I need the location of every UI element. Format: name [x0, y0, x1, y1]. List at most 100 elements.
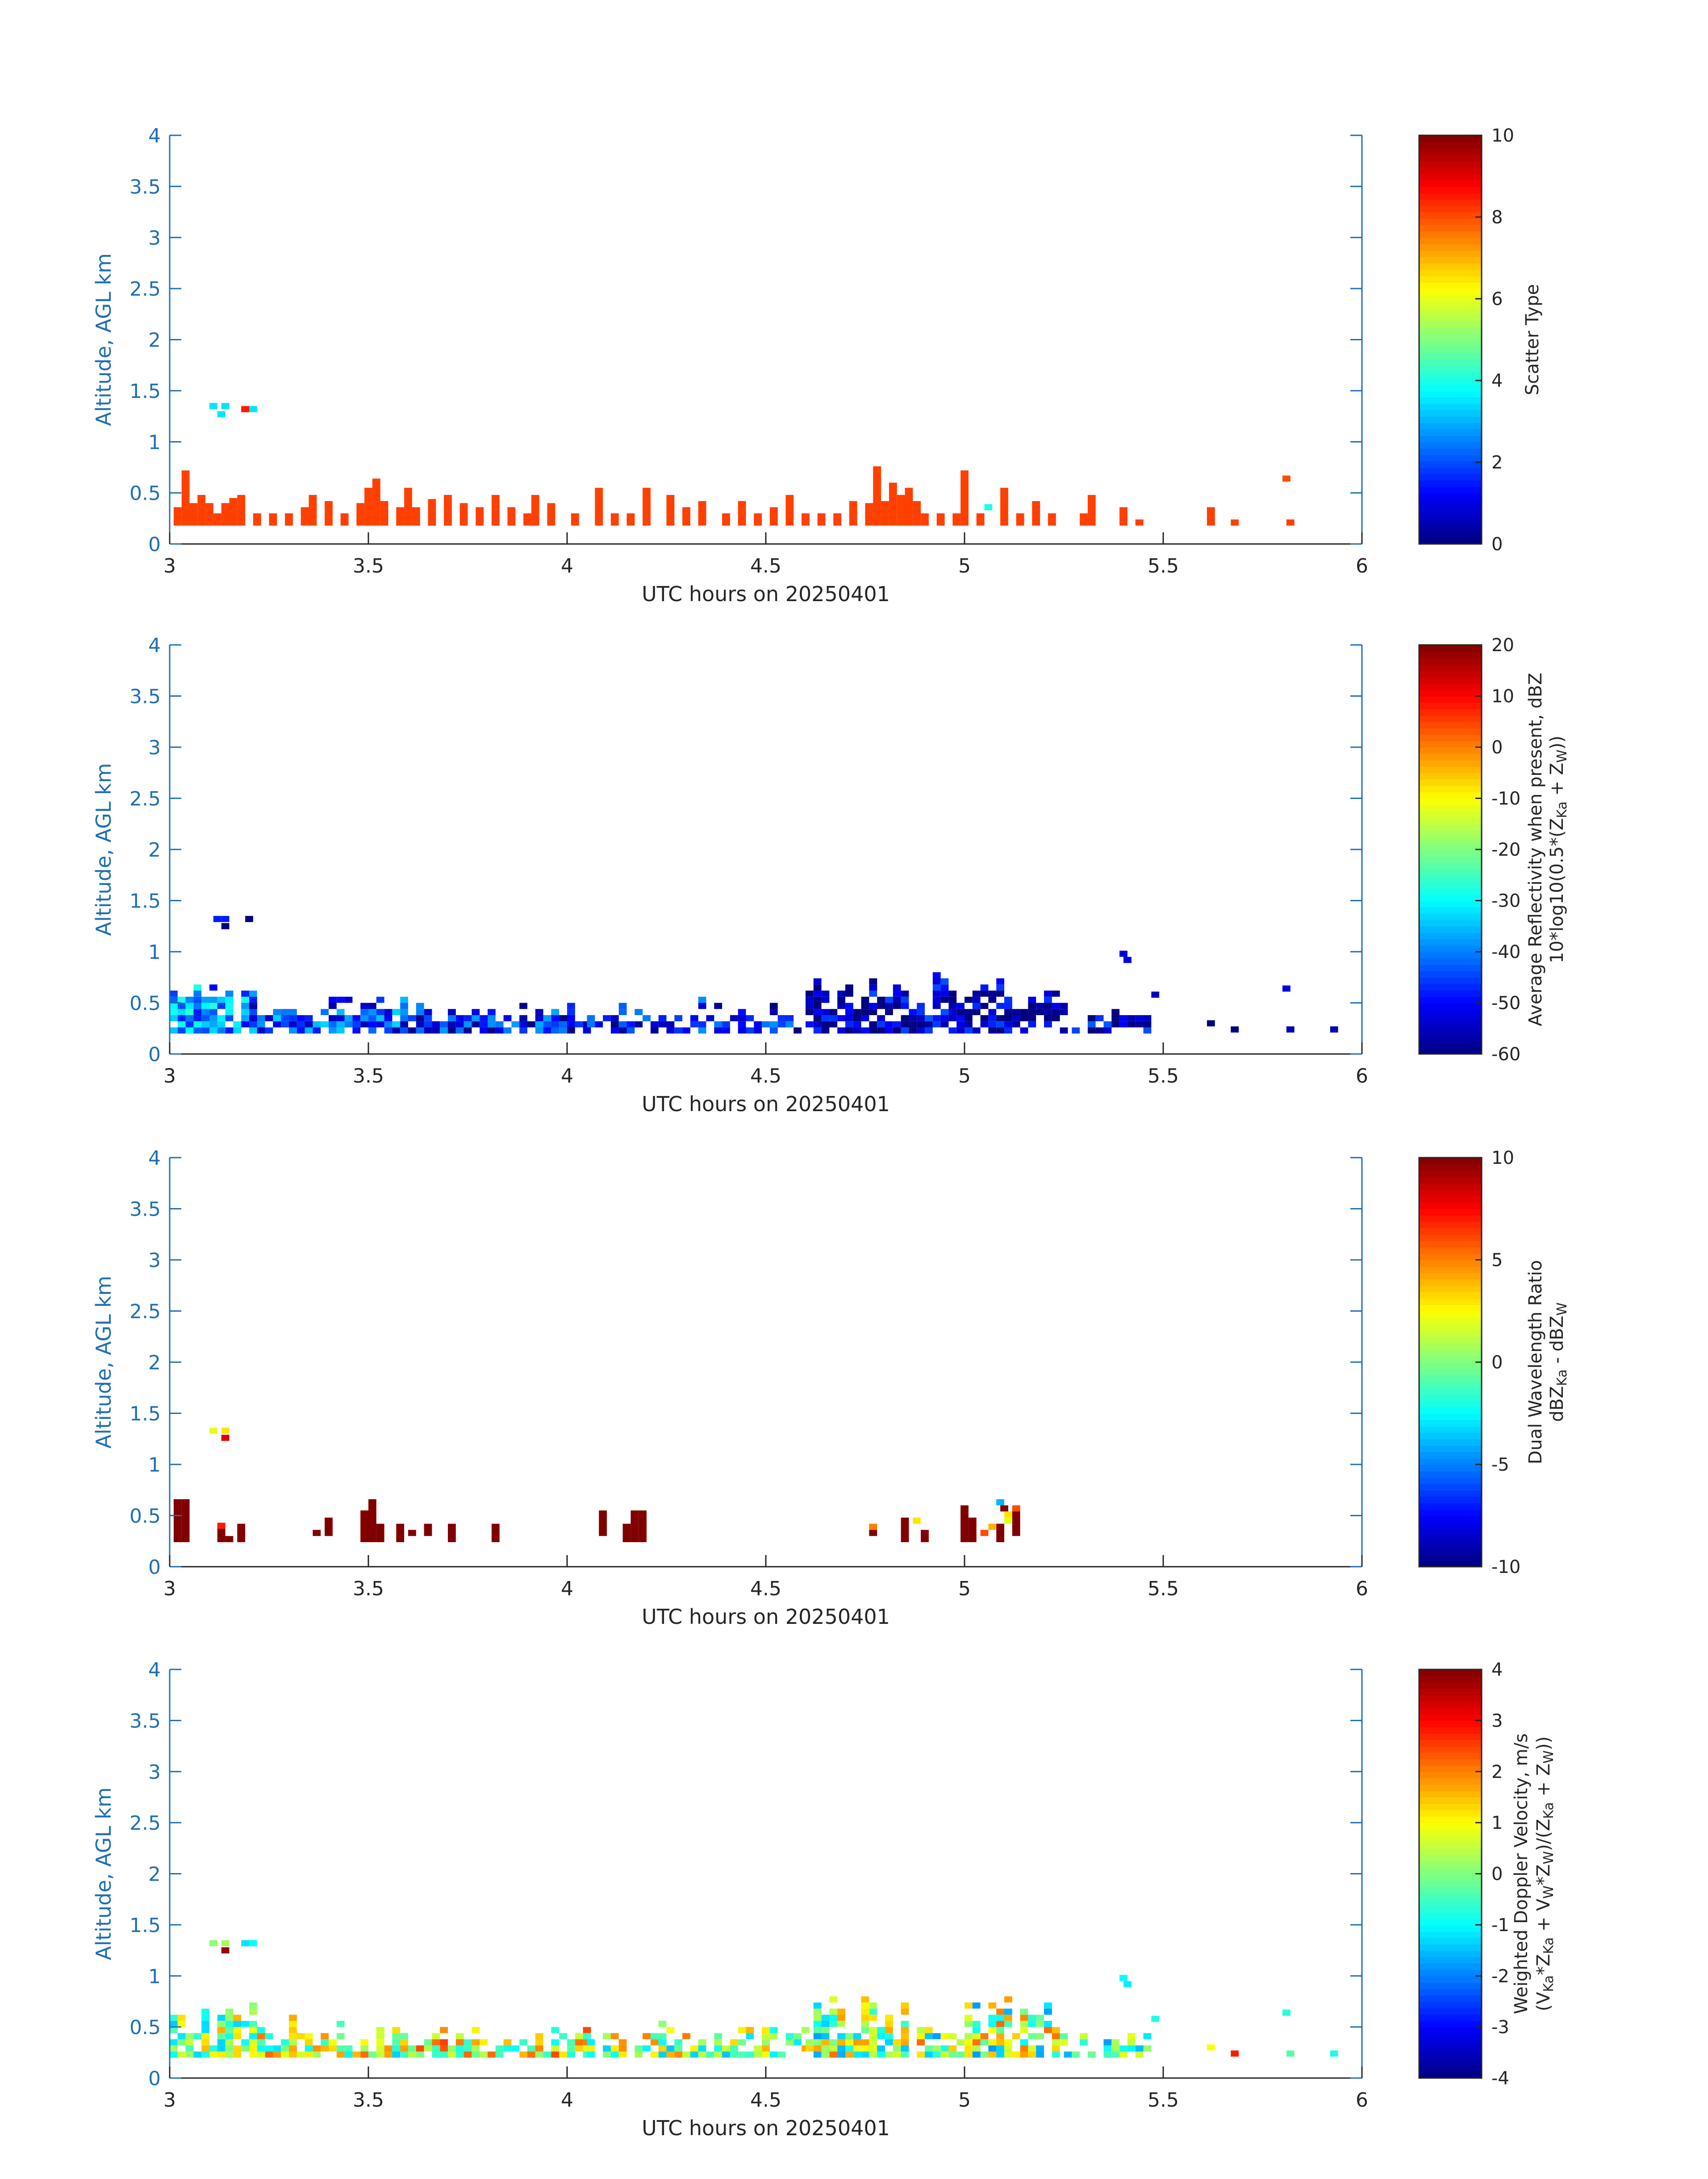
colorbar-step: [1419, 1394, 1482, 1401]
field-cell: [988, 2020, 997, 2027]
field-cell: [1087, 1015, 1096, 1021]
colorbar-step: [1419, 1560, 1482, 1567]
colorbar-step: [1419, 352, 1482, 360]
field-cell: [901, 2051, 909, 2058]
field-cell: [209, 984, 217, 991]
y-tick-label: 1: [148, 1454, 161, 1476]
subscript: Ka: [1541, 1802, 1557, 1819]
field-cell: [996, 1021, 1004, 1028]
field-cell: [813, 978, 822, 985]
field-cell: [511, 1021, 520, 1028]
field-cell: [901, 1021, 909, 1028]
colorbar-step: [1419, 192, 1482, 200]
colorbar-step: [1419, 225, 1482, 232]
y-tick-label: 1.5: [129, 890, 161, 913]
echo-column: [380, 501, 388, 526]
colorbar-step: [1419, 709, 1482, 716]
field-cell: [869, 1003, 877, 1009]
field-cell: [241, 1021, 249, 1028]
field-cell: [1135, 2045, 1144, 2052]
formula-part: + Z: [1533, 1764, 1554, 1802]
field-cell: [329, 1015, 337, 1021]
field-cell: [455, 2039, 464, 2045]
colorbar-step: [1419, 1477, 1482, 1484]
colorbar-step: [1419, 212, 1482, 219]
field-cell: [845, 2051, 853, 2058]
data-cell: [1123, 957, 1132, 963]
field-cell: [193, 1009, 202, 1015]
field-cell: [281, 1015, 289, 1021]
field-cell: [948, 991, 957, 997]
field-cell: [917, 2033, 925, 2040]
field-cell: [1036, 1009, 1044, 1015]
field-cell: [368, 1027, 376, 1034]
field-cell: [988, 2039, 997, 2045]
y-tick-label: 1: [148, 941, 161, 964]
field-cell: [901, 991, 909, 997]
field-cell: [869, 2051, 877, 2058]
field-cell: [241, 1003, 249, 1009]
colorbar-step: [1419, 817, 1482, 824]
colorbar-step: [1419, 1682, 1482, 1689]
field-cell: [996, 2020, 1004, 2027]
field-cell: [384, 1009, 393, 1015]
data-cell: [1231, 2050, 1239, 2057]
colorbar-step: [1419, 900, 1482, 908]
field-cell: [170, 991, 178, 997]
colorbar-step: [1419, 970, 1482, 978]
field-cell: [376, 2033, 384, 2040]
data-cell: [1231, 1026, 1239, 1033]
field-cell: [424, 2045, 432, 2052]
field-cell: [965, 1027, 973, 1034]
colorbar-step: [1419, 506, 1482, 513]
field-cell: [1119, 2051, 1128, 2058]
field-cell: [610, 1021, 619, 1028]
field-cell: [1020, 2008, 1028, 2015]
field-cell: [1044, 2027, 1052, 2033]
field-cell: [376, 996, 384, 1003]
y-axis-label: Altitude, AGL km: [92, 763, 116, 936]
data-cell: [984, 504, 993, 510]
field-cell: [785, 2033, 794, 2040]
field-cell: [980, 2033, 989, 2040]
colorbar-step: [1419, 289, 1482, 296]
colorbar-step: [1419, 454, 1482, 462]
colorbar-step: [1419, 1803, 1482, 1811]
echo-column: [412, 507, 420, 526]
colorbar-step: [1419, 1496, 1482, 1503]
colorbar-label: Dual Wavelength Ratio: [1525, 1260, 1546, 1464]
x-tick-label: 3: [163, 555, 176, 577]
field-cell: [940, 1021, 949, 1028]
field-cell: [829, 2045, 838, 2052]
colorbar-step: [1419, 1003, 1482, 1010]
field-cell: [877, 1015, 885, 1021]
dwr-column: [960, 1505, 969, 1543]
colorbar-step: [1419, 320, 1482, 327]
field-cell: [769, 1027, 778, 1034]
colorbar-step: [1419, 1343, 1482, 1350]
data-layer: [173, 403, 1295, 526]
colorbar-step: [1419, 1047, 1482, 1054]
field-cell: [690, 2045, 698, 2052]
field-cell: [610, 1015, 619, 1021]
dwr-column: [599, 1510, 607, 1536]
field-cell: [177, 1015, 186, 1021]
field-cell: [722, 2045, 730, 2052]
field-cell: [408, 1015, 416, 1021]
colorbar-step: [1419, 371, 1482, 379]
field-cell: [352, 2051, 361, 2058]
field-cell: [980, 2039, 989, 2045]
x-axis-label: UTC hours on 20250401: [642, 2116, 890, 2140]
field-cell: [746, 1015, 754, 1021]
field-cell: [746, 2051, 754, 2058]
field-cell: [813, 2002, 822, 2009]
field-cell: [472, 2039, 480, 2045]
echo-column: [1135, 519, 1144, 526]
data-cell: [1286, 2050, 1295, 2057]
data-cell: [221, 1947, 230, 1953]
field-cell: [289, 1009, 297, 1015]
field-cell: [575, 2033, 583, 2040]
field-cell: [1135, 1021, 1144, 1028]
field-cell: [893, 1021, 901, 1028]
colorbar-step: [1419, 339, 1482, 347]
